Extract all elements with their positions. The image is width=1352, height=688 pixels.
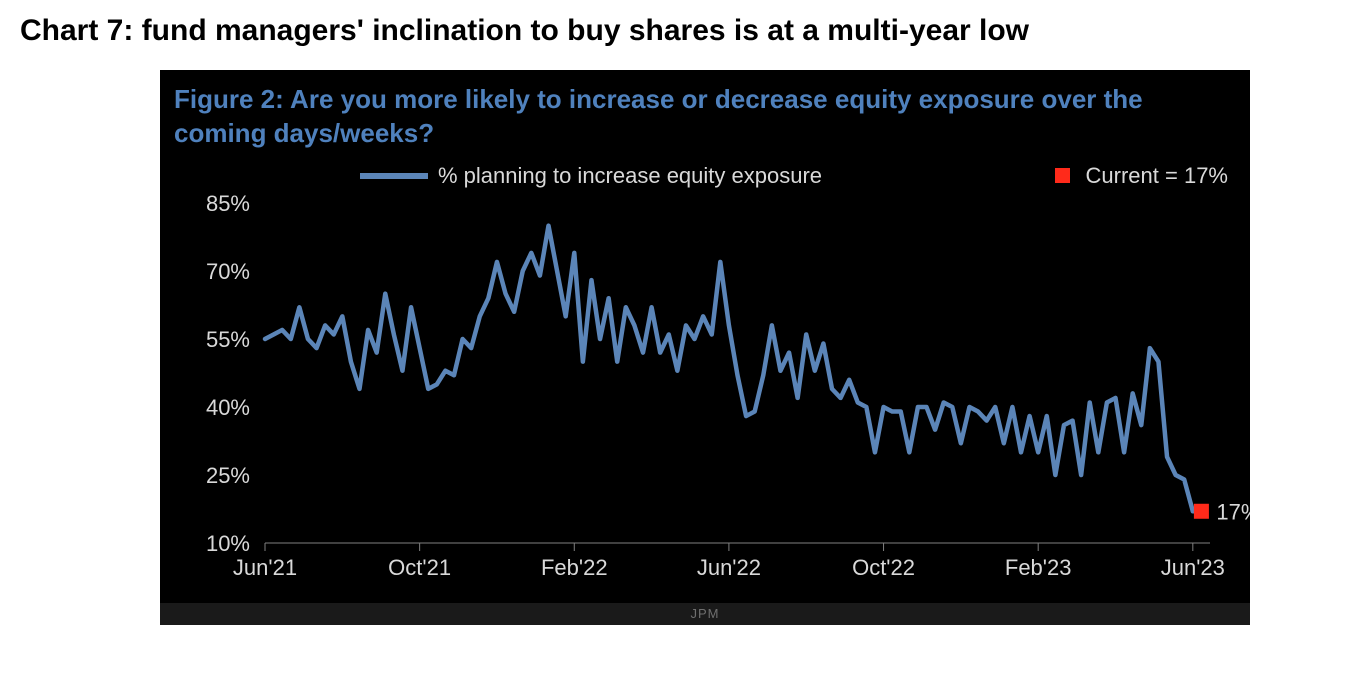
chart-footer: JPM — [160, 603, 1250, 625]
x-tick-label: Oct'21 — [388, 555, 451, 580]
x-tick-label: Jun'21 — [233, 555, 297, 580]
chart-card: Figure 2: Are you more likely to increas… — [160, 70, 1250, 625]
y-tick-label: 70% — [206, 259, 250, 284]
plot-area: % planning to increase equity exposure C… — [160, 153, 1250, 603]
series-line — [265, 225, 1201, 511]
x-tick-label: Feb'23 — [1005, 555, 1072, 580]
page: Chart 7: fund managers' inclination to b… — [0, 0, 1352, 645]
y-tick-label: 10% — [206, 531, 250, 556]
end-point-label: 17% — [1216, 499, 1250, 524]
y-tick-label: 85% — [206, 191, 250, 216]
plot-svg: 10% 25% 40% 55% 70% 85% Jun'21 Oct'21 Feb'22 Jun'… — [160, 153, 1250, 603]
y-tick-label: 25% — [206, 463, 250, 488]
x-tick-label: Feb'22 — [541, 555, 608, 580]
y-tick-label: 40% — [206, 395, 250, 420]
x-tick-label: Jun'22 — [697, 555, 761, 580]
y-tick-label: 55% — [206, 327, 250, 352]
x-tick-label: Jun'23 — [1161, 555, 1225, 580]
x-tick-label: Oct'22 — [852, 555, 915, 580]
figure-title: Figure 2: Are you more likely to increas… — [160, 70, 1250, 153]
end-marker — [1194, 503, 1209, 518]
outer-chart-title: Chart 7: fund managers' inclination to b… — [20, 14, 1332, 48]
